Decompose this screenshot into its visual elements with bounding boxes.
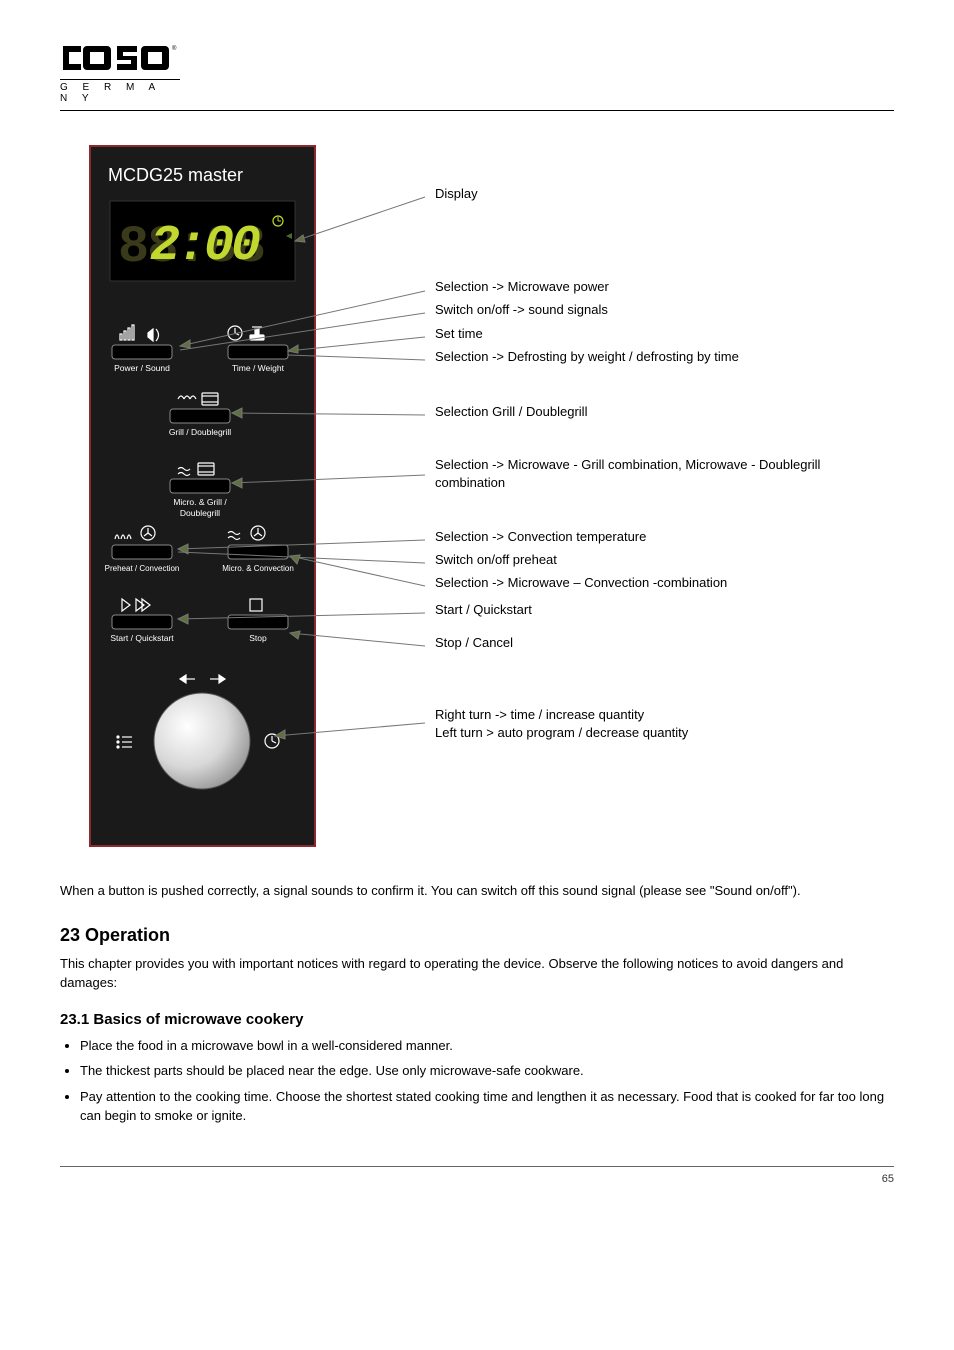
section-operation-title: 23 Operation [60, 925, 894, 946]
caso-logo-svg: ® [60, 40, 180, 76]
page-footer: 65 [60, 1166, 894, 1192]
header-divider [60, 110, 894, 111]
annot-sel-defrost: Selection -> Defrosting by weight / defr… [435, 348, 885, 366]
svg-text:Doublegrill: Doublegrill [180, 508, 220, 518]
annot-sel-micro-grill: Selection -> Microwave - Grill combinati… [435, 456, 885, 491]
svg-text:Power / Sound: Power / Sound [114, 363, 170, 373]
main-content: MCDG25 master 88:88 2:00 [60, 141, 894, 861]
annot-set-time: Set time [435, 325, 483, 343]
page-number: 65 [882, 1173, 894, 1185]
panel-svg: MCDG25 master 88:88 2:00 [60, 141, 880, 861]
annot-switch-preheat: Switch on/off preheat [435, 551, 557, 569]
svg-text:Micro. & Convection: Micro. & Convection [222, 564, 294, 573]
svg-text:MCDG25 master: MCDG25 master [108, 165, 243, 185]
post-panel-note: When a button is pushed correctly, a sig… [60, 881, 894, 901]
control-panel-figure: MCDG25 master 88:88 2:00 [60, 141, 340, 861]
annot-sel-micro-convection: Selection -> Microwave – Convection -com… [435, 574, 885, 592]
brand-subtitle: G E R M A N Y [60, 79, 180, 104]
svg-text:Time / Weight: Time / Weight [232, 363, 285, 373]
annot-sel-convection-temp: Selection -> Convection temperature [435, 528, 646, 546]
svg-text:Grill / Doublegrill: Grill / Doublegrill [169, 427, 231, 437]
annot-display: Display [435, 185, 478, 203]
annot-sel-power: Selection -> Microwave power [435, 278, 609, 296]
svg-text:Preheat / Convection: Preheat / Convection [105, 564, 180, 573]
svg-text:Micro. & Grill /: Micro. & Grill / [173, 497, 227, 507]
svg-text:Stop: Stop [249, 633, 267, 643]
list-item: Pay attention to the cooking time. Choos… [80, 1087, 894, 1126]
document-page: ® G E R M A N Y MCDG25 master 88:88 2:00 [0, 0, 954, 1232]
annot-sel-grill: Selection Grill / Doublegrill [435, 403, 587, 421]
svg-text:®: ® [172, 45, 177, 52]
svg-text:Start / Quickstart: Start / Quickstart [110, 633, 174, 643]
list-item: Place the food in a microwave bowl in a … [80, 1036, 894, 1056]
annot-start-quickstart: Start / Quickstart [435, 601, 532, 619]
section-operation-intro: This chapter provides you with important… [60, 954, 894, 993]
svg-text:2:00: 2:00 [150, 218, 260, 275]
list-item: The thickest parts should be placed near… [80, 1061, 894, 1081]
annot-dial: Right turn -> time / increase quantity L… [435, 706, 855, 741]
annot-switch-sound: Switch on/off -> sound signals [435, 301, 608, 319]
basics-bullet-list: Place the food in a microwave bowl in a … [80, 1036, 894, 1126]
brand-logo: ® G E R M A N Y [60, 40, 894, 104]
subsection-basics-title: 23.1 Basics of microwave cookery [60, 1011, 894, 1028]
annot-stop-cancel: Stop / Cancel [435, 634, 513, 652]
